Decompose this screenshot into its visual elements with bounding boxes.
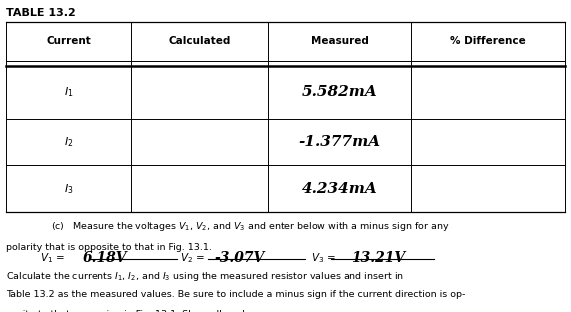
Text: 6.18V: 6.18V	[83, 251, 127, 265]
Text: $V_2$ =: $V_2$ =	[180, 251, 206, 265]
Text: Measured: Measured	[311, 36, 369, 46]
Text: $I_3$: $I_3$	[64, 182, 73, 196]
Text: % Difference: % Difference	[451, 36, 526, 46]
Text: 13.21V: 13.21V	[351, 251, 405, 265]
Text: polarity that is opposite to that in Fig. 13.1.: polarity that is opposite to that in Fig…	[6, 243, 212, 252]
Text: $V_3$ =: $V_3$ =	[311, 251, 337, 265]
Text: Current: Current	[46, 36, 91, 46]
Text: Table 13.2 as the measured values. Be sure to include a minus sign if the curren: Table 13.2 as the measured values. Be su…	[6, 290, 465, 299]
Text: 5.582mA: 5.582mA	[302, 85, 377, 99]
Text: posite to that appearing in Fig. 13.1. Show all work.: posite to that appearing in Fig. 13.1. S…	[6, 310, 251, 312]
Text: $V_1$ =: $V_1$ =	[40, 251, 66, 265]
Text: $I_2$: $I_2$	[64, 135, 73, 149]
Text: Calculate the currents $I_1$, $I_2$, and $I_3$ using the measured resistor value: Calculate the currents $I_1$, $I_2$, and…	[6, 270, 404, 283]
Text: $I_1$: $I_1$	[64, 85, 73, 99]
Text: -1.377mA: -1.377mA	[299, 135, 381, 149]
Text: Calculated: Calculated	[168, 36, 231, 46]
Text: 4.234mA: 4.234mA	[302, 182, 377, 196]
Text: -3.07V: -3.07V	[214, 251, 264, 265]
Text: (c)   Measure the voltages $V_1$, $V_2$, and $V_3$ and enter below with a minus : (c) Measure the voltages $V_1$, $V_2$, a…	[51, 220, 450, 233]
Text: TABLE 13.2: TABLE 13.2	[6, 8, 75, 18]
